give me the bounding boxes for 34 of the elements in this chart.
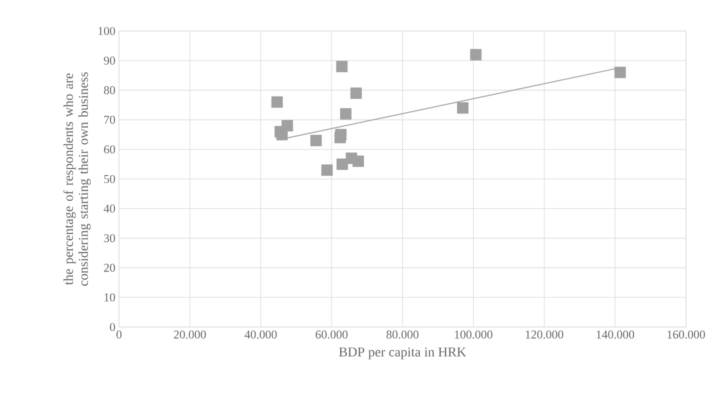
point	[310, 134, 322, 146]
point	[282, 120, 294, 132]
point	[321, 164, 333, 176]
y-tick-label: 10	[104, 293, 116, 302]
y-tick-label: 50	[104, 174, 116, 184]
x-tick-label: 80.000	[386, 330, 418, 339]
point	[340, 108, 352, 120]
y-tick-label: 80	[104, 86, 116, 94]
x-tick-label: 20.000	[174, 330, 206, 339]
x-axis-title: BDP per capita in HRK	[339, 347, 466, 360]
point	[350, 87, 362, 99]
y-tick-label: 70	[104, 116, 116, 124]
y-tick-label: 30	[104, 234, 116, 242]
point	[336, 60, 348, 72]
x-tick-label: 140.000	[596, 330, 634, 339]
y-tick-label: 90	[104, 56, 116, 65]
x-tick-label: 120.000	[526, 330, 564, 339]
y-tick-label: 40	[104, 204, 116, 213]
point	[457, 102, 468, 114]
x-tick-label: 100.000	[455, 330, 492, 339]
y-tick-label: 0	[110, 322, 116, 332]
y-axis-title: the percentage of respondents who are considering starting their own business	[63, 72, 91, 286]
point	[614, 66, 626, 78]
point	[271, 96, 283, 108]
y-tick-label: 20	[104, 264, 116, 272]
x-tick-label: 0	[116, 330, 122, 339]
x-tick-label: 60.000	[316, 330, 348, 339]
point	[335, 128, 347, 140]
x-tick-label: 40.000	[244, 330, 277, 339]
point	[470, 48, 482, 60]
y-tick-label: 60	[104, 145, 116, 154]
y-tick-label: 100	[98, 26, 116, 36]
x-tick-label: 160.000	[668, 330, 705, 339]
point	[352, 156, 364, 167]
